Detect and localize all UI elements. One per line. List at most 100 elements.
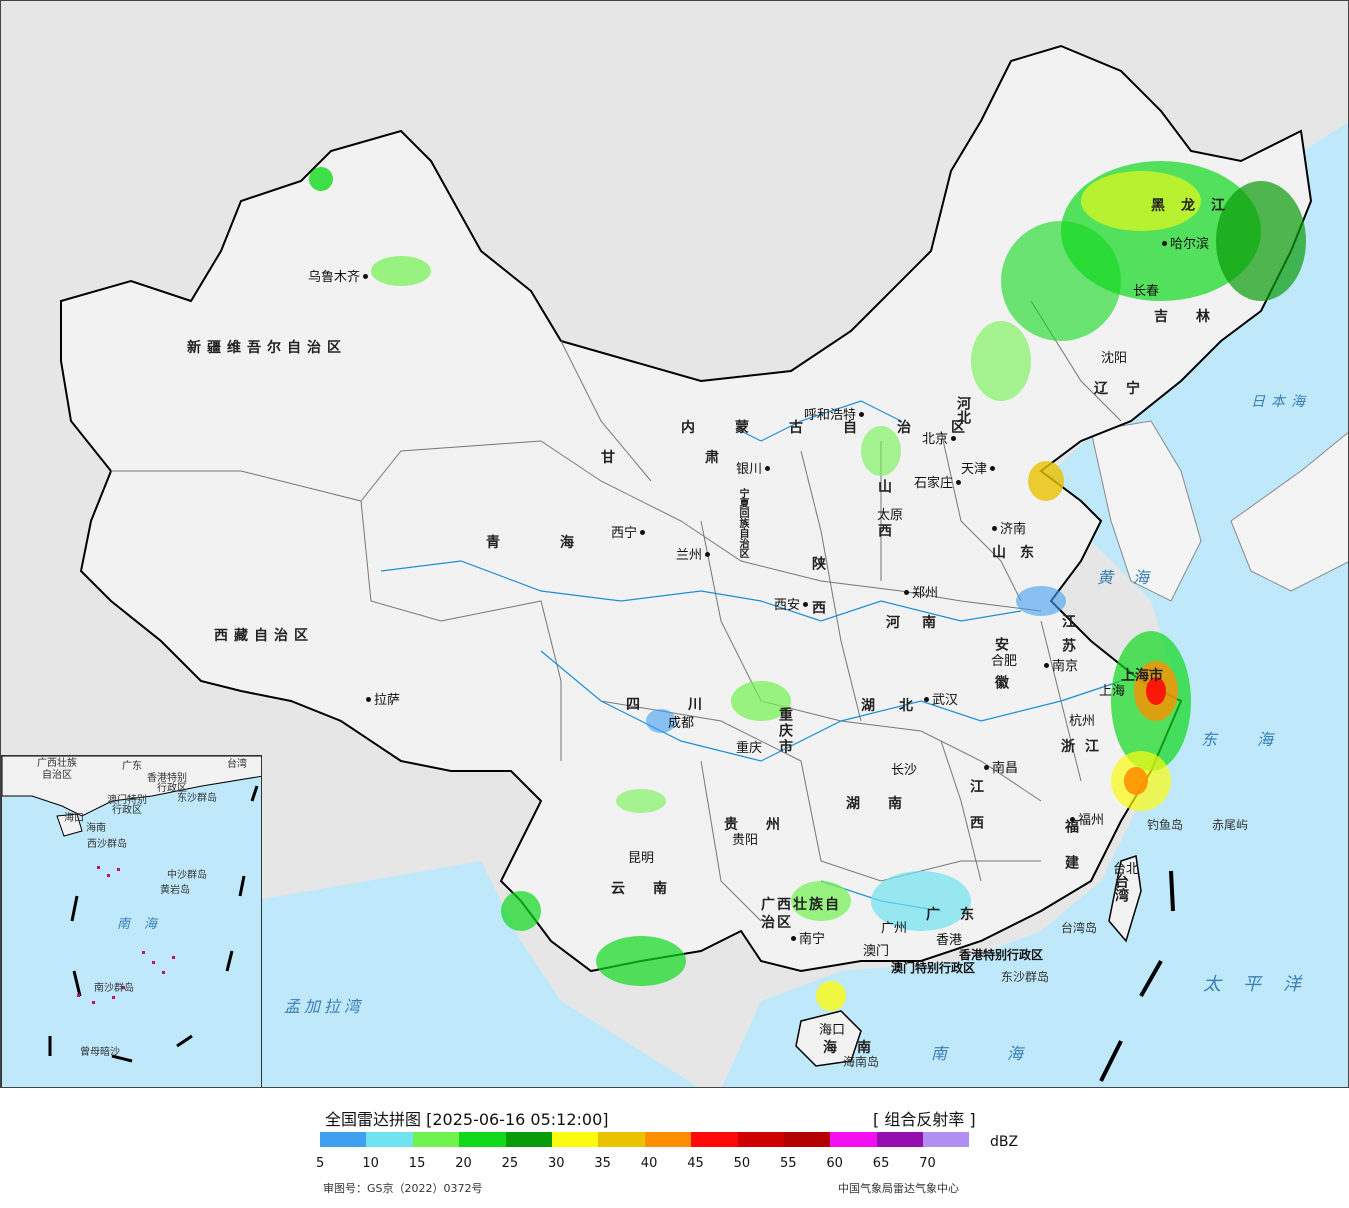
province-label: 湖北 [861, 698, 937, 714]
japan-land [1230, 431, 1348, 592]
province-label: 台湾 [1113, 874, 1129, 902]
city-label: 沈阳 [1101, 351, 1128, 366]
korea-land [1090, 420, 1202, 602]
sea-label: 太平洋 [1203, 974, 1323, 995]
bay-of-bengal [251, 861, 698, 1087]
inset-label: 东沙群岛 [177, 793, 217, 804]
province-label: 辽宁 [1094, 381, 1158, 397]
inset-label: 黄岩岛 [160, 885, 190, 896]
color-swatch [412, 1132, 460, 1147]
province-label: 海南 [823, 1040, 891, 1056]
city-label: 南京 [1041, 660, 1078, 673]
province-label: 西藏自治区 [214, 628, 314, 644]
hainan-island [795, 1010, 862, 1067]
city-label: 南昌 [981, 762, 1018, 775]
province-label: 内蒙古自治区 [681, 420, 1005, 436]
color-swatch [551, 1132, 599, 1147]
legend-unit: dBZ [990, 1134, 1019, 1150]
taiwan-island [1108, 855, 1142, 943]
source-credit: 中国气象局雷达气象中心 [838, 1182, 959, 1195]
city-label: 成都 [668, 716, 695, 731]
island-label: 钓鱼岛 [1147, 818, 1184, 832]
legend-tick: 70 [919, 1156, 936, 1171]
sea-boundary-dashes [1099, 870, 1175, 1082]
island-label: 赤尾屿 [1212, 818, 1249, 832]
china-outline [60, 44, 1313, 973]
legend-tick: 50 [733, 1156, 751, 1171]
radar-echoes [309, 161, 1306, 1011]
island-label: 台湾岛 [1061, 921, 1098, 935]
legend-tick: 60 [826, 1156, 843, 1171]
province-label: 湖南 [846, 796, 930, 812]
radar-map: 新疆维吾尔自治区 西藏自治区 青海 甘肃 内蒙古自治区 黑龙江 吉林 辽宁 河北… [0, 0, 1349, 1088]
city-label: 郑州 [901, 587, 938, 600]
city-label: 兰州 [676, 549, 713, 562]
legend-tick: 65 [872, 1156, 890, 1171]
city-label: 呼和浩特 [804, 409, 867, 422]
legend-tick: 5 [316, 1156, 325, 1171]
city-label: 长春 [1133, 284, 1160, 299]
city-label: 乌鲁木齐 [308, 271, 371, 284]
city-label: 上海 [1099, 684, 1126, 699]
legend-tick: 55 [780, 1156, 797, 1171]
color-swatch [598, 1132, 645, 1147]
province-label: 贵州 [724, 817, 808, 833]
color-swatch [783, 1132, 831, 1147]
map-base [60, 44, 1348, 1087]
city-label: 广州 [881, 921, 908, 936]
city-label: 香港 [936, 933, 963, 948]
sea-label: 东海 [1201, 730, 1314, 749]
island-label: 海南岛 [843, 1055, 880, 1069]
province-label: 山西 [876, 479, 892, 567]
color-swatch [923, 1132, 970, 1147]
legend-title: 全国雷达拼图 [2025-06-16 05:12:00] [325, 1110, 609, 1129]
province-label: 重庆市 [777, 707, 793, 755]
legend-tick: 35 [594, 1156, 611, 1171]
province-label: 江苏 [1060, 614, 1076, 662]
color-swatch [644, 1132, 692, 1147]
city-label: 长沙 [891, 763, 918, 778]
province-label: 上海市 [1121, 668, 1163, 684]
inset-map [2, 756, 261, 1063]
city-label: 太原 [877, 508, 904, 523]
province-label: 新疆维吾尔自治区 [187, 340, 347, 356]
legend-tick: 30 [548, 1156, 565, 1171]
city-label: 合肥 [991, 654, 1018, 669]
inset-label: 台湾 [227, 759, 247, 770]
color-swatch [876, 1132, 924, 1147]
color-swatch [459, 1132, 506, 1147]
legend-tick: 25 [501, 1156, 519, 1171]
province-label: 广西壮族自治区 [761, 897, 841, 931]
island-label: 香港特别行政区 [959, 948, 1044, 962]
province-label: 浙江 [1061, 739, 1109, 755]
color-swatch [366, 1132, 413, 1147]
inset-label: 广西壮族 [37, 758, 77, 769]
city-label: 西宁 [611, 527, 648, 540]
city-label: 台北 [1113, 862, 1140, 877]
city-label: 石家庄 [914, 477, 964, 490]
island-label: 澳门特别行政区 [891, 961, 976, 975]
sea-label: 南海 [931, 1044, 1084, 1063]
legend-tick: 20 [455, 1156, 472, 1171]
sea-label: 黄海 [1097, 568, 1170, 587]
inset-label: 广东 [122, 761, 142, 772]
city-label: 银川 [736, 463, 773, 476]
province-label: 福建 [1063, 819, 1079, 891]
color-swatch [691, 1132, 738, 1147]
province-borders [111, 300, 1122, 922]
city-label: 天津 [961, 463, 998, 476]
inset-label: 海口 [64, 813, 84, 824]
inset-label: 行政区 [157, 783, 187, 794]
inset-label: 南沙群岛 [94, 983, 134, 994]
legend-tick: 10 [362, 1156, 379, 1171]
province-label: 青海 [486, 535, 634, 551]
legend-panel: 全国雷达拼图 [2025-06-16 05:12:00] [ 组合反射率 ] d… [0, 1088, 1349, 1208]
city-label: 济南 [989, 523, 1026, 536]
province-label: 四川 [626, 697, 750, 713]
city-label: 南宁 [788, 933, 825, 946]
city-label: 武汉 [921, 694, 958, 707]
province-label: 广东 [926, 907, 994, 923]
inset-label: 自治区 [42, 770, 72, 781]
color-swatch [320, 1132, 367, 1147]
city-label: 北京 [922, 433, 959, 446]
